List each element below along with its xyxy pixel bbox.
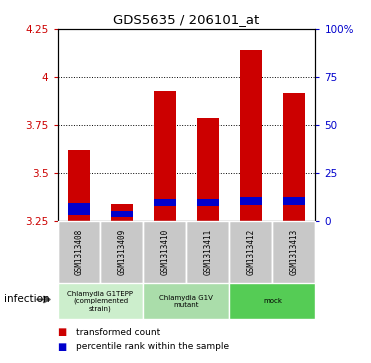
Text: Chlamydia G1V
mutant: Chlamydia G1V mutant <box>160 295 213 308</box>
Bar <box>101 221 144 283</box>
Bar <box>144 283 229 319</box>
Text: GSM1313413: GSM1313413 <box>289 229 298 276</box>
Bar <box>229 283 315 319</box>
Text: GSM1313411: GSM1313411 <box>203 229 213 276</box>
Bar <box>197 199 219 206</box>
Bar <box>154 91 176 221</box>
Bar <box>68 203 90 215</box>
Text: GSM1313409: GSM1313409 <box>118 229 127 276</box>
Bar <box>187 221 229 283</box>
Bar <box>283 197 305 205</box>
Bar <box>272 221 315 283</box>
Text: percentile rank within the sample: percentile rank within the sample <box>76 342 229 351</box>
Text: ■: ■ <box>58 327 67 337</box>
Bar <box>68 150 90 221</box>
Bar <box>58 221 101 283</box>
Text: transformed count: transformed count <box>76 328 160 337</box>
Bar <box>229 221 272 283</box>
Bar <box>283 93 305 221</box>
Title: GDS5635 / 206101_at: GDS5635 / 206101_at <box>113 13 260 26</box>
Bar <box>111 211 133 217</box>
Text: Chlamydia G1TEPP
(complemented
strain): Chlamydia G1TEPP (complemented strain) <box>68 291 134 312</box>
Text: GSM1313410: GSM1313410 <box>160 229 170 276</box>
Bar <box>144 221 186 283</box>
Bar <box>197 118 219 221</box>
Bar <box>240 197 262 205</box>
Bar <box>240 50 262 221</box>
Text: GSM1313412: GSM1313412 <box>246 229 255 276</box>
Bar <box>154 199 176 206</box>
Text: GSM1313408: GSM1313408 <box>75 229 83 276</box>
Text: mock: mock <box>263 298 282 304</box>
Text: infection: infection <box>4 294 49 305</box>
Bar <box>111 204 133 221</box>
Bar <box>58 283 144 319</box>
Text: ■: ■ <box>58 342 67 352</box>
